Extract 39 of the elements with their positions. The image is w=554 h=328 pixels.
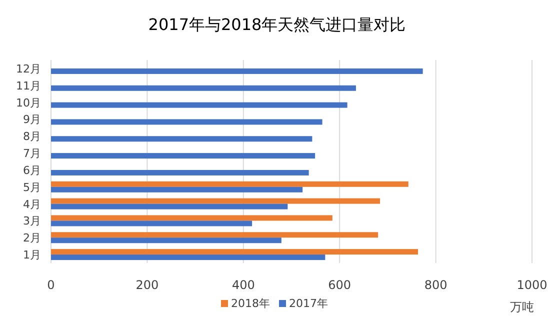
bar <box>51 170 309 176</box>
bar <box>51 186 303 192</box>
legend-label: 2018年 <box>231 297 270 310</box>
bar <box>51 232 378 238</box>
bar <box>51 254 326 260</box>
x-tick-label: 400 <box>232 278 255 292</box>
bar <box>51 215 332 221</box>
legend-label: 2017年 <box>289 297 328 310</box>
x-tick-label: 600 <box>328 278 352 292</box>
x-tick-label: 0 <box>47 278 55 292</box>
y-tick-label: 4月 <box>23 198 41 211</box>
bar <box>51 181 408 187</box>
bar <box>51 102 348 108</box>
bar <box>51 153 316 159</box>
bar <box>51 204 288 210</box>
bar <box>51 238 282 244</box>
bar <box>51 198 380 204</box>
bar <box>51 85 356 91</box>
y-tick-label: 8月 <box>23 130 41 144</box>
bar <box>51 220 252 226</box>
bar <box>51 119 322 125</box>
y-tick-label: 12月 <box>16 62 41 76</box>
y-tick-label: 5月 <box>23 180 41 194</box>
y-tick-label: 10月 <box>16 96 41 110</box>
bar <box>51 68 423 74</box>
x-tick-label: 1000 <box>516 278 548 292</box>
x-tick-label: 200 <box>136 278 159 292</box>
y-tick-label: 1月 <box>23 248 41 262</box>
y-tick-label: 3月 <box>23 214 41 228</box>
x-tick-label: 800 <box>424 278 448 292</box>
y-tick-label: 11月 <box>16 79 41 92</box>
y-tick-label: 7月 <box>23 147 41 160</box>
bar <box>51 249 418 255</box>
x-axis-title: 万吨 <box>510 300 534 314</box>
y-tick-label: 9月 <box>23 113 41 126</box>
y-tick-label: 6月 <box>23 164 41 177</box>
chart-title: 2017年与2018年天然气进口量对比 <box>148 15 406 34</box>
y-tick-label: 2月 <box>23 232 41 245</box>
bar <box>51 136 312 142</box>
